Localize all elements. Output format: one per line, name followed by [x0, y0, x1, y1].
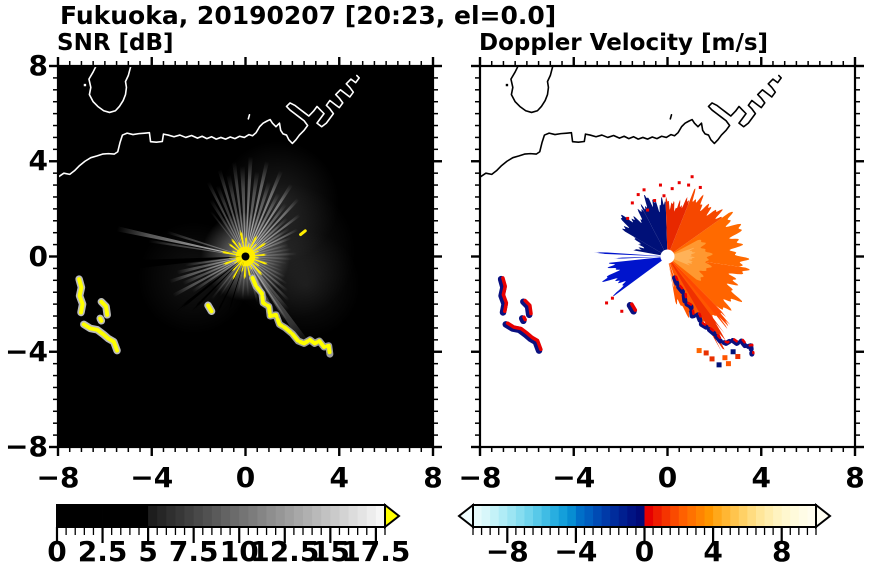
- velocity-colorbar-label: 4: [703, 535, 723, 568]
- snr-axes: [44, 52, 447, 465]
- x-tick-label: 4: [751, 461, 771, 494]
- y-tick-label: 0: [28, 239, 48, 273]
- velocity-colorbar: [455, 502, 855, 551]
- figure-title: Fukuoka, 20190207 [20:23, el=0.0]: [60, 1, 557, 30]
- velocity-colorbar-label: 8: [771, 535, 792, 568]
- snr-colorbar-label: 5: [138, 535, 158, 568]
- x-tick-label: −8: [458, 461, 502, 494]
- x-tick-label: 0: [657, 461, 678, 494]
- snr-colorbar-label: 7.5: [168, 535, 219, 568]
- velocity-radar-image: [480, 66, 855, 447]
- snr-colorbar-label: 17.5: [341, 535, 411, 568]
- x-tick-label: −4: [130, 461, 174, 494]
- x-tick-label: 4: [329, 461, 349, 494]
- x-tick-label: −8: [36, 461, 80, 494]
- snr-colorbar-label: 15: [310, 535, 350, 568]
- x-tick-label: 8: [423, 461, 443, 494]
- snr-colorbar-label: 0: [47, 535, 67, 568]
- x-tick-label: 8: [845, 461, 865, 494]
- y-tick-label: −4: [5, 334, 48, 368]
- snr-colorbar: [44, 502, 444, 551]
- snr-colorbar-label: 12.5: [250, 535, 320, 568]
- snr-panel-title: SNR [dB]: [57, 30, 174, 56]
- velocity-axes: [466, 52, 869, 465]
- velocity-panel-title: Doppler Velocity [m/s]: [479, 30, 769, 56]
- velocity-colorbar-label: 0: [634, 535, 655, 568]
- velocity-colorbar-label: −8: [485, 535, 529, 568]
- snr-colorbar-label: 10: [219, 535, 259, 568]
- x-tick-label: 0: [235, 461, 256, 494]
- snr-colorbar-label: 2.5: [77, 535, 128, 568]
- velocity-colorbar-label: −4: [554, 535, 598, 568]
- y-tick-label: −8: [5, 430, 48, 463]
- y-tick-label: 4: [28, 144, 48, 178]
- y-tick-label: 8: [28, 49, 48, 82]
- snr-radar-image: [58, 66, 433, 447]
- x-tick-label: −4: [552, 461, 596, 494]
